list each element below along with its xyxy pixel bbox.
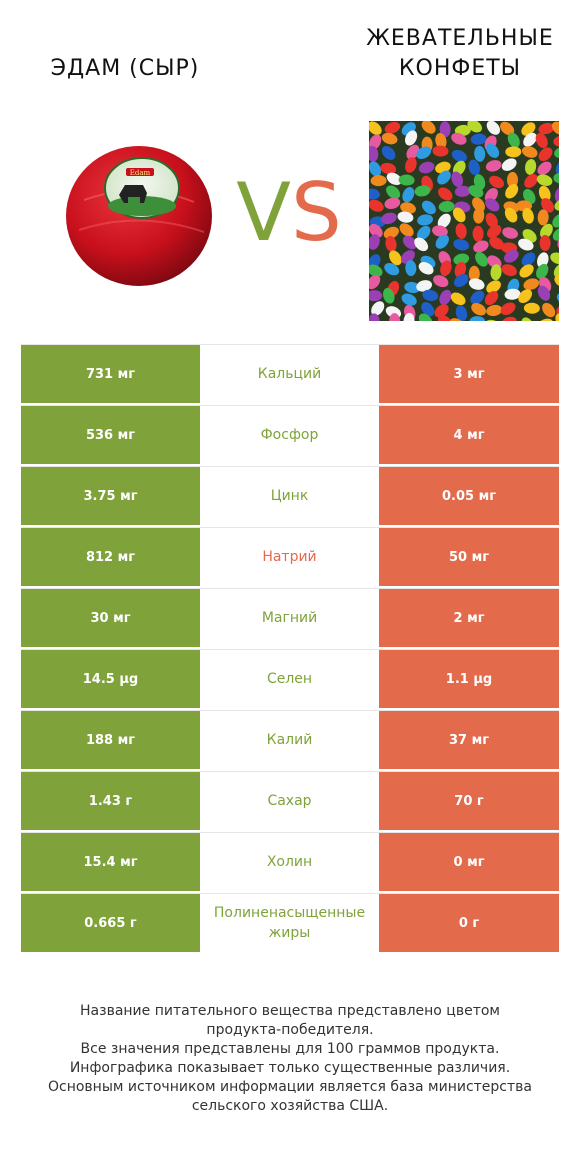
right-product-title-line2: КОНФЕТЫ xyxy=(398,56,522,81)
left-value: 812 мг xyxy=(21,528,200,586)
table-row: 536 мг Фосфор 4 мг xyxy=(21,405,559,464)
vs-v: V xyxy=(236,166,291,259)
comparison-table: 731 мг Кальций 3 мг 536 мг Фосфор 4 мг 3.75 мг… xyxy=(21,344,559,954)
right-value: 37 мг xyxy=(379,711,559,769)
nutrient-name: Калий xyxy=(200,711,379,769)
left-value: 0.665 г xyxy=(21,894,200,952)
table-row: 15.4 мг Холин 0 мг xyxy=(21,832,559,891)
right-value: 70 г xyxy=(379,772,559,830)
left-product-title: ЭДАМ (СЫР) xyxy=(50,56,200,81)
vs-s: S xyxy=(290,166,342,259)
table-row: 731 мг Кальций 3 мг xyxy=(21,344,559,403)
right-product-title: ЖЕВАТЕЛЬНЫЕ КОНФЕТЫ xyxy=(340,24,580,84)
nutrient-name: Холин xyxy=(200,833,379,891)
footer-line: Все значения представлены для 100 граммо… xyxy=(80,1041,500,1057)
footer-notes: Название питательного вещества представл… xyxy=(20,1002,560,1116)
table-row: 3.75 мг Цинк 0.05 мг xyxy=(21,466,559,525)
right-value: 3 мг xyxy=(379,345,559,403)
nutrient-name: Фосфор xyxy=(200,406,379,464)
left-value: 536 мг xyxy=(21,406,200,464)
right-value: 0 мг xyxy=(379,833,559,891)
table-row: 812 мг Натрий 50 мг xyxy=(21,527,559,586)
left-value: 14.5 µg xyxy=(21,650,200,708)
table-row: 1.43 г Сахар 70 г xyxy=(21,771,559,830)
left-value: 731 мг xyxy=(21,345,200,403)
right-value: 4 мг xyxy=(379,406,559,464)
footer-line: сельского хозяйства США. xyxy=(191,1098,389,1114)
table-row: 188 мг Калий 37 мг xyxy=(21,710,559,769)
left-value: 3.75 мг xyxy=(21,467,200,525)
footer-line: Название питательного вещества представл… xyxy=(80,1003,500,1019)
cheese-label-text: Edam xyxy=(130,169,151,177)
nutrient-name: Полиненасыщенные жиры xyxy=(200,894,379,952)
nutrient-name: Селен xyxy=(200,650,379,708)
table-row: 14.5 µg Селен 1.1 µg xyxy=(21,649,559,708)
right-value: 2 мг xyxy=(379,589,559,647)
nutrient-name: Кальций xyxy=(200,345,379,403)
jelly-beans-image xyxy=(369,121,559,321)
nutrient-name: Цинк xyxy=(200,467,379,525)
left-value: 15.4 мг xyxy=(21,833,200,891)
nutrient-name: Сахар xyxy=(200,772,379,830)
nutrient-name: Магний xyxy=(200,589,379,647)
nutrient-name: Натрий xyxy=(200,528,379,586)
left-value: 1.43 г xyxy=(21,772,200,830)
right-product-title-line1: ЖЕВАТЕЛЬНЫЕ xyxy=(366,26,554,51)
right-value: 0.05 мг xyxy=(379,467,559,525)
footer-line: Инфографика показывает только существенн… xyxy=(69,1060,511,1076)
right-value: 50 мг xyxy=(379,528,559,586)
right-value: 0 г xyxy=(379,894,559,952)
table-row: 0.665 г Полиненасыщенные жиры 0 г xyxy=(21,893,559,952)
footer-line: Основным источником информации является … xyxy=(48,1079,532,1095)
table-row: 30 мг Магний 2 мг xyxy=(21,588,559,647)
left-value: 188 мг xyxy=(21,711,200,769)
right-value: 1.1 µg xyxy=(379,650,559,708)
left-value: 30 мг xyxy=(21,589,200,647)
edam-cheese-image: Edam xyxy=(66,146,212,286)
vs-label: VS xyxy=(224,168,354,258)
footer-line: продукта-победителя. xyxy=(206,1022,374,1038)
